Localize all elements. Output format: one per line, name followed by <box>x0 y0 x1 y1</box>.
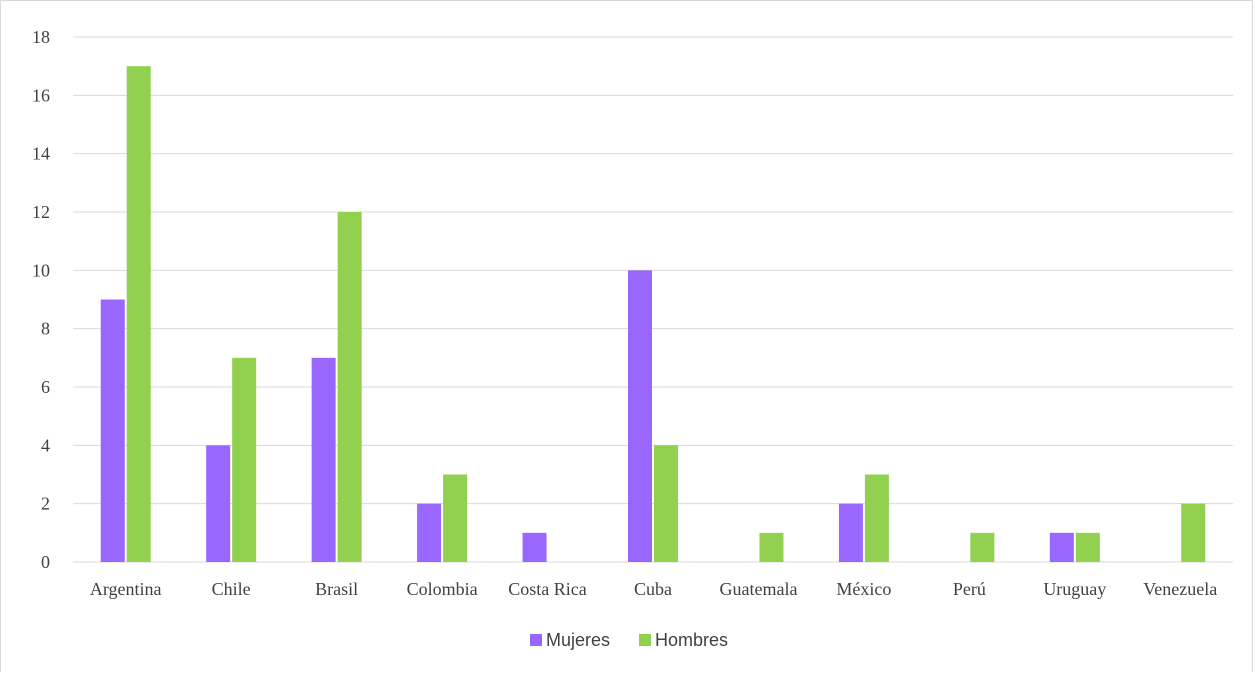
y-tick-label: 16 <box>32 85 50 105</box>
x-tick-label: México <box>836 579 891 599</box>
bar-mujeres-5 <box>628 270 652 562</box>
legend-label-mujeres: Mujeres <box>546 630 610 650</box>
x-tick-label: Venezuela <box>1143 579 1217 599</box>
x-tick-label: Uruguay <box>1043 579 1106 599</box>
y-tick-label: 6 <box>41 377 50 397</box>
y-tick-label: 12 <box>32 202 50 222</box>
x-tick-label: Perú <box>953 579 986 599</box>
x-tick-label: Colombia <box>407 579 478 599</box>
x-tick-label: Costa Rica <box>508 579 587 599</box>
bar-hombres-2 <box>337 212 362 562</box>
bar-hombres-1 <box>232 357 257 562</box>
bar-layer <box>100 66 1206 563</box>
bar-mujeres-9 <box>1049 532 1074 562</box>
legend-swatch-hombres <box>639 634 651 646</box>
x-tick-label: Brasil <box>315 579 358 599</box>
y-tick-label: 10 <box>32 260 50 280</box>
bar-hombres-3 <box>443 474 468 562</box>
y-tick-label: 4 <box>41 435 50 455</box>
y-tick-label: 2 <box>41 494 50 514</box>
x-tick-label: Guatemala <box>719 579 797 599</box>
bar-mujeres-7 <box>838 503 863 562</box>
legend: Mujeres Hombres <box>530 630 728 650</box>
y-axis-ticks: 0 2 4 6 8 10 12 14 16 18 <box>32 27 50 572</box>
bar-hombres-9 <box>1075 532 1100 562</box>
bar-mujeres-1 <box>206 445 231 562</box>
y-tick-label: 18 <box>32 27 50 47</box>
legend-swatch-mujeres <box>530 634 542 646</box>
bar-mujeres-4 <box>522 532 547 562</box>
bar-mujeres-0 <box>100 299 125 562</box>
bar-mujeres-3 <box>417 503 442 562</box>
bar-hombres-0 <box>126 66 151 563</box>
bar-hombres-8 <box>970 532 995 562</box>
legend-label-hombres: Hombres <box>655 630 728 650</box>
x-tick-label: Argentina <box>90 579 162 599</box>
bar-hombres-5 <box>654 445 678 562</box>
y-tick-label: 0 <box>41 552 50 572</box>
x-tick-label: Cuba <box>634 579 672 599</box>
y-tick-label: 8 <box>41 319 50 339</box>
bar-hombres-6 <box>759 532 784 562</box>
grid-layer <box>73 36 1233 563</box>
bar-hombres-10 <box>1181 503 1206 562</box>
x-axis-ticks: Argentina Chile Brasil Colombia Costa Rica Cu… <box>90 579 1217 599</box>
bar-mujeres-2 <box>311 357 336 562</box>
bar-hombres-7 <box>864 474 889 562</box>
y-tick-label: 14 <box>32 144 50 164</box>
x-tick-label: Chile <box>212 579 251 599</box>
